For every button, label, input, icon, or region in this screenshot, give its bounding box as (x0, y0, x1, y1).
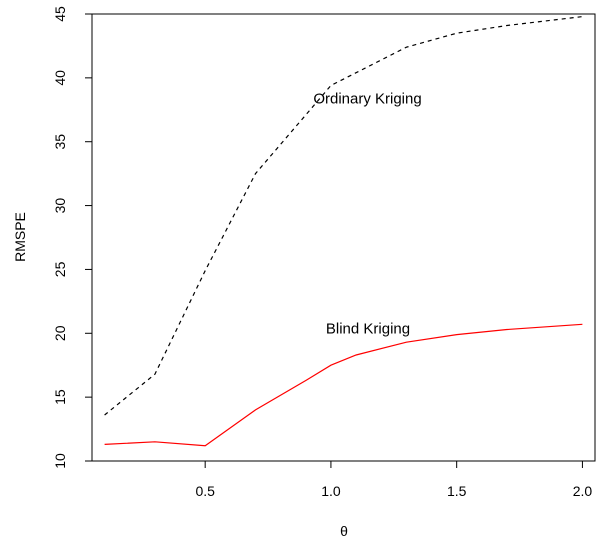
x-tick-label: 2.0 (573, 483, 593, 499)
x-tick-label: 1.0 (321, 483, 341, 499)
x-axis-label: θ (340, 523, 348, 539)
y-tick-label: 20 (52, 325, 68, 341)
annotation-layer: Ordinary Kriging Blind Kriging (313, 90, 421, 337)
annotation-label: Blind Kriging (326, 320, 410, 337)
annotation-label: Ordinary Kriging (313, 90, 421, 107)
x-axis: 0.5 1.0 1.5 2.0 (195, 461, 592, 499)
x-tick-label: 0.5 (195, 483, 215, 499)
y-axis-label: RMSPE (12, 212, 28, 262)
y-tick-label: 40 (52, 70, 68, 86)
y-axis: 10 15 20 25 30 35 40 45 (52, 6, 92, 469)
y-tick-label: 45 (52, 6, 68, 22)
y-tick-label: 25 (52, 261, 68, 277)
y-tick-label: 30 (52, 198, 68, 214)
series-line-ordinary-kriging (104, 16, 583, 416)
x-tick-label: 1.5 (447, 483, 467, 499)
series-line-blind-kriging (104, 323, 583, 447)
y-tick-label: 35 (52, 134, 68, 150)
y-tick-label: 15 (52, 389, 68, 405)
y-tick-label: 10 (52, 453, 68, 469)
plot-box (91, 13, 596, 462)
series-layer (104, 16, 583, 447)
